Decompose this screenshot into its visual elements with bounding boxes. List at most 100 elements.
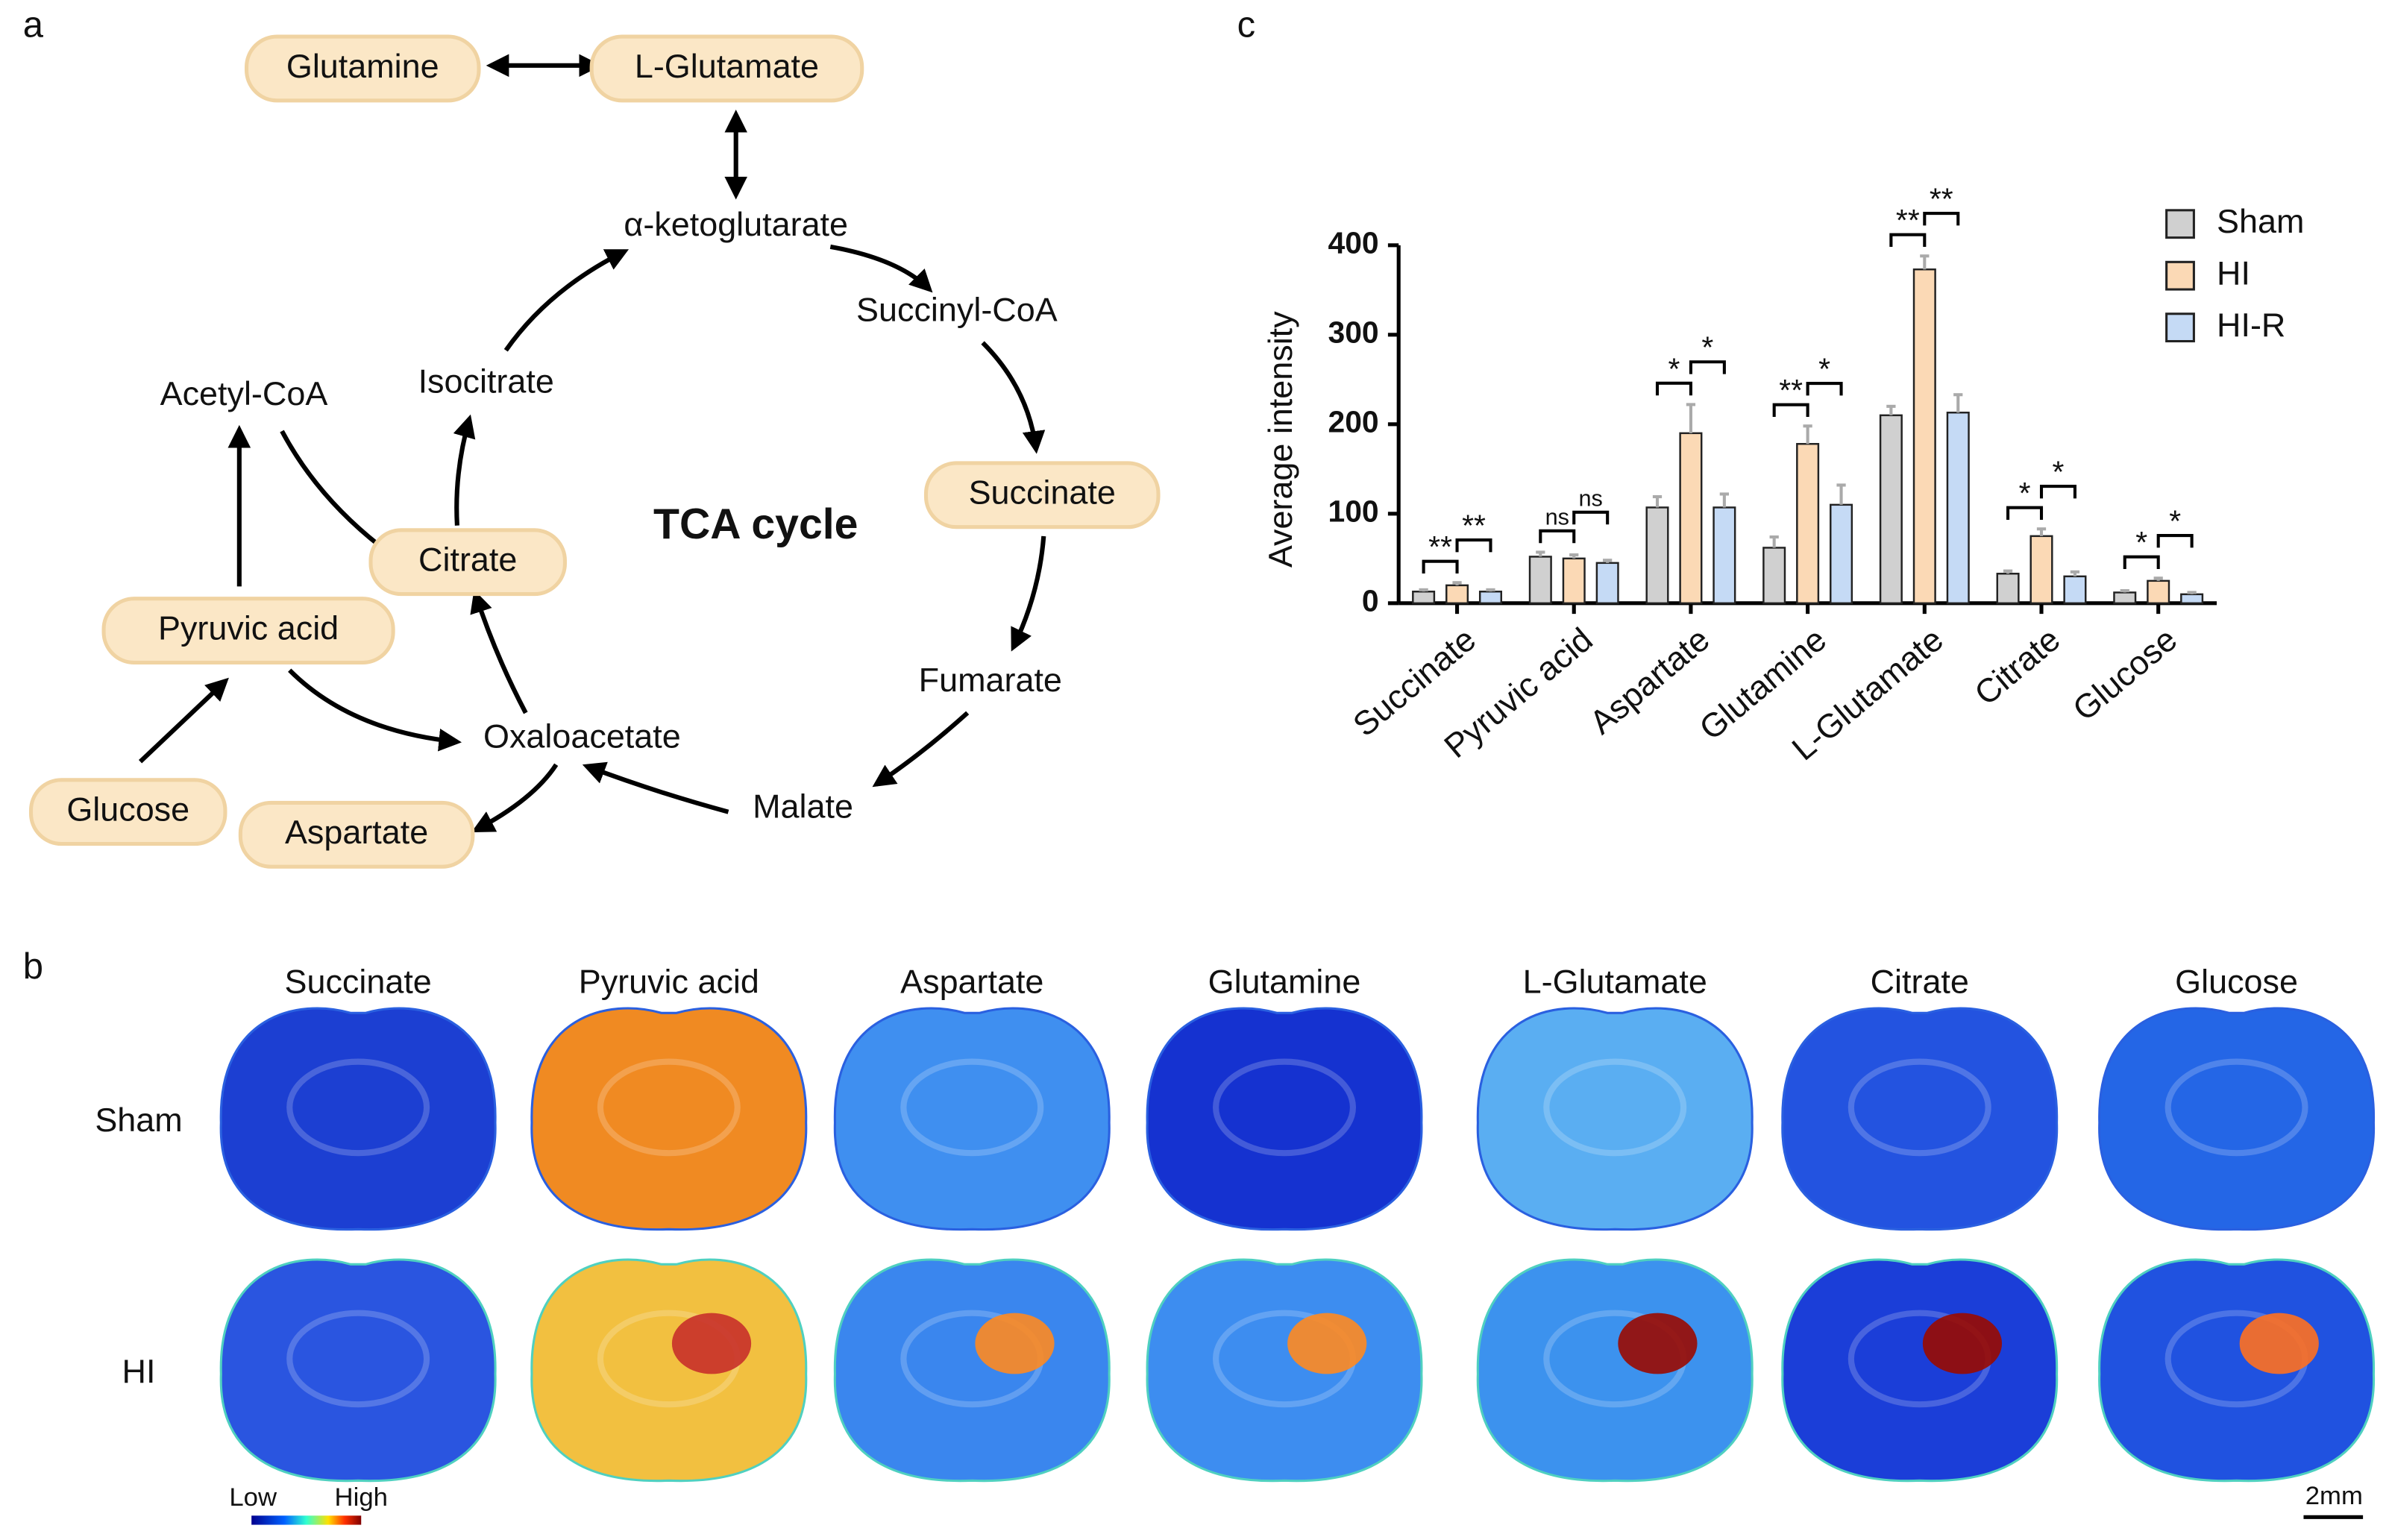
significance-bracket [1655,381,1692,396]
brain-structure [1848,1058,1991,1157]
panel-label: b [23,946,43,987]
bar [1595,562,1619,605]
brain-structure [900,1058,1044,1157]
node-box [244,34,481,103]
node-label: Glucose [66,791,189,829]
bar [1679,432,1703,605]
significance-bracket [1772,403,1809,417]
brain-structure [2164,1058,2308,1157]
brain-image [530,1007,808,1231]
bar [2063,575,2087,605]
lesion [1287,1313,1367,1374]
column-title: Pyruvic acid [579,962,759,1000]
brain-image [833,1007,1111,1231]
panel-label: c [1237,5,1256,45]
colorbar [251,1515,362,1525]
node-label: Glutamine [286,47,439,85]
significance-label: ** [1896,203,1920,237]
legend-label: HI [2217,254,2250,292]
lesion [975,1313,1055,1374]
node-label: Acetyl-CoA [160,374,328,412]
lesion [2239,1313,2319,1374]
node-label: L-Glutamate [635,47,819,85]
bar [1879,414,1903,605]
significance-bracket [1689,360,1726,374]
significance-bracket [1539,529,1576,544]
significance-label: * [2135,525,2147,559]
legend-swatch [2165,312,2195,343]
y-tick-label: 300 [1328,315,1378,350]
bar [1445,584,1469,605]
node-box [923,461,1161,529]
brain-image [530,1258,808,1483]
node-label: Isocitrate [418,362,554,400]
significance-label: ** [1428,529,1452,564]
significance-label: ** [1930,182,1953,216]
brain-image [1476,1258,1754,1483]
significance-bracket [1923,212,1960,226]
node-label: Oxaloacetate [483,717,681,755]
node-label: Citrate [418,541,517,579]
bar [1478,591,1503,605]
brain-image [833,1258,1111,1483]
y-tick-label: 400 [1328,226,1378,260]
significance-bracket [1572,510,1610,525]
node-label: α-ketoglutarate [624,205,848,243]
bar [1562,557,1586,605]
significance-bracket [2039,485,2076,499]
node-label: Succinate [969,474,1116,512]
brain-image [1781,1007,2059,1231]
significance-label: * [2019,476,2031,510]
bar [2029,535,2053,605]
brain-structure [286,1058,430,1157]
bar [1996,573,2020,605]
lesion [671,1313,752,1374]
column-title: Aspartate [900,962,1043,1000]
significance-bracket [1422,559,1459,573]
y-tick-label: 0 [1362,584,1379,618]
bar [1830,503,1853,605]
column-title: L-Glutamate [1523,962,1707,1000]
bar [2147,579,2170,605]
bar [1645,506,1669,605]
significance-bracket [1806,382,1843,396]
row-label: HI [122,1352,156,1390]
bar [1412,591,1436,605]
diagram-center: TCA cycle [653,500,858,548]
lesion [1618,1313,1698,1374]
brain-structure [286,1310,430,1408]
node-box [368,528,567,597]
node-label: Pyruvic acid [158,609,339,647]
x-tick-label: Citrate [1967,620,2067,712]
row-label: Sham [95,1101,182,1139]
column-title: Glucose [2175,962,2298,1000]
node-label: Malate [753,787,853,825]
panel-label: a [23,5,44,45]
legend-label: Sham [2217,202,2304,240]
bar [1713,506,1736,605]
node-box [589,34,864,103]
brain-image [219,1007,497,1231]
significance-bracket [1889,233,1927,247]
significance-label: ns [1579,486,1603,512]
significance-bracket [2156,534,2194,548]
legend-label: HI-R [2217,306,2285,344]
significance-label: * [2169,504,2181,538]
bar [1912,268,1936,605]
lesion [1922,1313,2003,1374]
significance-label: * [1668,351,1680,386]
bar [2113,591,2137,605]
brain-image [1781,1258,2059,1483]
node-label: Succinyl-CoA [856,291,1058,329]
colorbar-high: High [335,1483,388,1512]
brain-image [2098,1258,2375,1483]
significance-label: ** [1779,373,1803,407]
column-title: Citrate [1871,962,1969,1000]
legend-swatch [2165,260,2195,291]
brain-image [219,1258,497,1483]
node-label: Aspartate [285,813,428,851]
significance-label: * [1701,330,1713,365]
bar [1796,443,1820,605]
colorbar-low: Low [229,1483,277,1512]
